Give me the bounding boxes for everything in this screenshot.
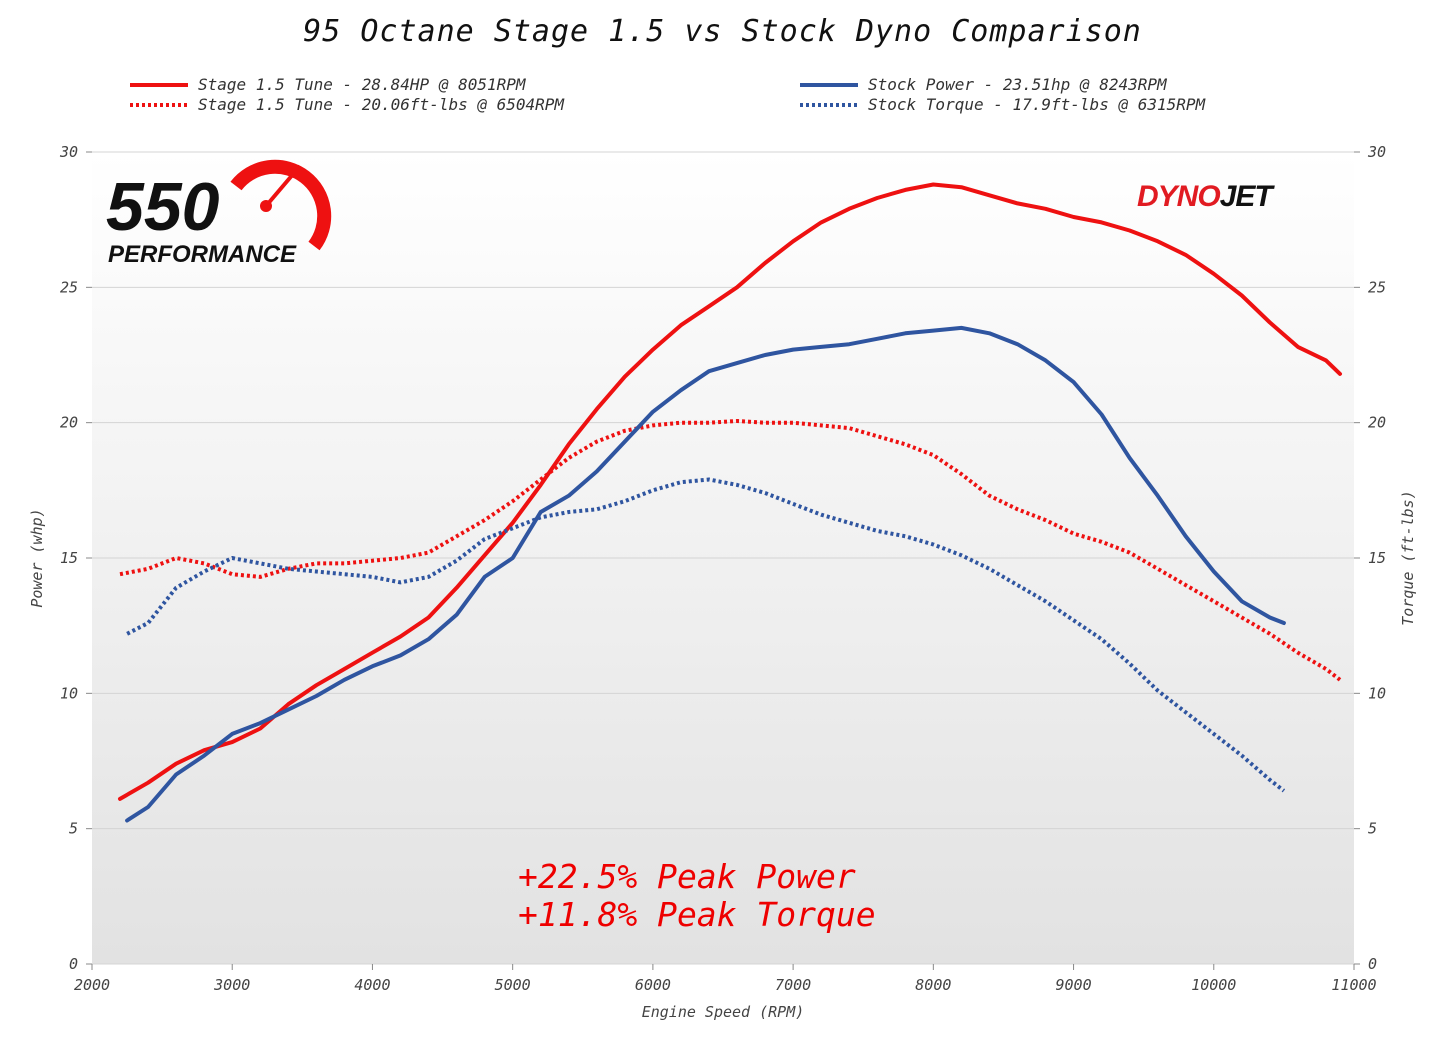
x-tick-label: 2000	[74, 976, 110, 994]
legend-label: Stock Power - 23.51hp @ 8243RPM	[868, 75, 1167, 94]
legend-line-solid-red	[130, 82, 188, 87]
y-tick-label-right: 10	[1368, 684, 1386, 702]
y-axis-label-right: Torque (ft-lbs)	[1399, 490, 1417, 625]
legend-stock-power: Stock Power - 23.51hp @ 8243RPM	[800, 75, 1167, 94]
y-tick-label-left: 20	[60, 414, 78, 432]
logo-number: 550	[106, 169, 220, 245]
y-tick-label-right: 0	[1368, 955, 1377, 973]
y-tick-label-left: 15	[60, 549, 78, 567]
legend-line-solid-blue	[800, 82, 858, 87]
y-axis-label-left: Power (whp)	[28, 508, 46, 607]
y-tick-label-right: 15	[1368, 549, 1386, 567]
x-tick-label: 3000	[213, 976, 250, 994]
legend-label: Stage 1.5 Tune - 28.84HP @ 8051RPM	[198, 75, 526, 94]
dynojet-logo-part2: JET	[1219, 180, 1273, 213]
y-tick-label-left: 10	[60, 684, 78, 702]
y-tick-label-right: 5	[1368, 820, 1377, 838]
legend-label: Stock Torque - 17.9ft-lbs @ 6315RPM	[868, 95, 1206, 114]
y-tick-label-left: 30	[59, 143, 78, 161]
series-line-3	[126, 477, 1286, 793]
y-tick-label-right: 20	[1368, 414, 1386, 432]
x-tick-label: 11000	[1331, 976, 1376, 994]
dynojet-logo-part1: DYNO	[1137, 180, 1221, 213]
chart-title: 95 Octane Stage 1.5 vs Stock Dyno Compar…	[303, 14, 1142, 49]
ticks-layer: 0 0 5 5 10 10 15 15 20 20 25 25 30 30 2000 3000 4000 5000…	[59, 143, 1386, 994]
y-tick-label-left: 0	[69, 955, 78, 973]
series-layer	[118, 182, 1342, 823]
legend-line-dotted-red	[130, 102, 188, 107]
x-tick-label: 4000	[354, 976, 390, 994]
y-tick-label-right: 25	[1368, 278, 1386, 296]
x-tick-label: 9000	[1055, 976, 1091, 994]
legend-line-dotted-blue	[800, 102, 858, 107]
x-tick-label: 6000	[635, 976, 671, 994]
x-tick-label: 8000	[915, 976, 951, 994]
legend-stage-power: Stage 1.5 Tune - 28.84HP @ 8051RPM	[130, 75, 526, 94]
x-tick-label: 7000	[775, 976, 811, 994]
annotation-peak-torque: +11.8% Peak Torque	[518, 895, 876, 934]
legend-stage-torque: Stage 1.5 Tune - 20.06ft-lbs @ 6504RPM	[130, 95, 564, 114]
legend-stock-torque: Stock Torque - 17.9ft-lbs @ 6315RPM	[800, 95, 1205, 114]
series-line-2	[125, 325, 1286, 823]
legend-label: Stage 1.5 Tune - 20.06ft-lbs @ 6504RPM	[198, 95, 565, 114]
logo-subtitle: PERFORMANCE	[108, 241, 297, 268]
dynojet-logo: DYNOJET	[1137, 180, 1273, 214]
annotation-peak-power: +22.5% Peak Power	[518, 857, 856, 896]
speedometer-logo-icon: 550 PERFORMANCE	[106, 159, 332, 268]
x-tick-label: 10000	[1191, 976, 1236, 994]
series-line-1	[119, 419, 1342, 682]
y-tick-label-left: 5	[69, 820, 78, 838]
y-tick-label-right: 30	[1367, 143, 1386, 161]
x-tick-label: 5000	[495, 976, 531, 994]
series-line-0	[118, 182, 1342, 801]
logo-550-performance: 550 PERFORMANCE	[106, 158, 336, 274]
x-axis-label: Engine Speed (RPM)	[642, 1003, 805, 1021]
y-tick-label-left: 25	[60, 278, 78, 296]
